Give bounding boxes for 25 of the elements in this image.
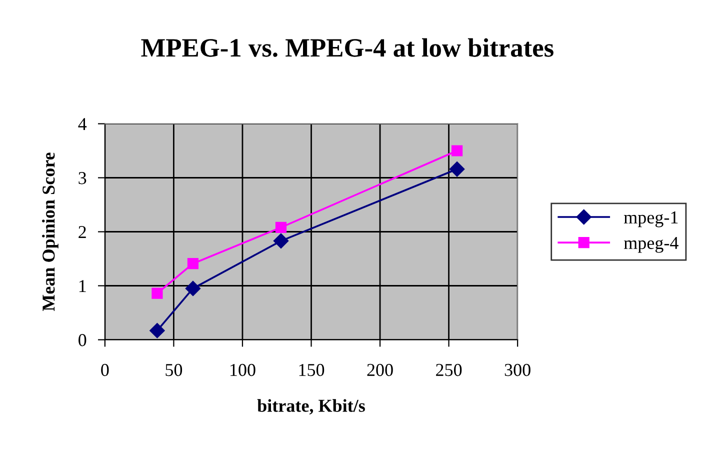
- y-axis-title: Mean Opinion Score: [42, 152, 58, 312]
- point: [185, 280, 201, 296]
- x-tick-label: 300: [504, 364, 530, 376]
- y-tick-label: 4: [78, 118, 87, 130]
- y-tick-label: 0: [78, 334, 86, 346]
- legend-label: mpeg-1: [624, 211, 678, 228]
- y-tick-label: 3: [78, 172, 86, 184]
- legend-label: mpeg-4: [624, 237, 678, 253]
- chart-title: MPEG-1 vs. MPEG-4 at low bitrates: [141, 38, 554, 57]
- point: [449, 162, 465, 177]
- point: [275, 222, 287, 233]
- x-tick-label: 150: [299, 364, 324, 376]
- point: [451, 145, 463, 156]
- point: [152, 288, 163, 299]
- x-tick-label: 250: [436, 364, 462, 376]
- x-tick-label: 0: [101, 364, 109, 376]
- y-tick-label: 1: [79, 280, 86, 292]
- y-tick-label: 2: [78, 226, 86, 238]
- x-tick-label: 50: [166, 364, 182, 376]
- x-tick-label: 100: [230, 364, 256, 376]
- point: [273, 233, 289, 248]
- point: [150, 323, 165, 338]
- point: [187, 258, 199, 270]
- x-axis-title: bitrate, Kbit/s: [257, 399, 365, 415]
- x-tick-label: 200: [367, 364, 393, 376]
